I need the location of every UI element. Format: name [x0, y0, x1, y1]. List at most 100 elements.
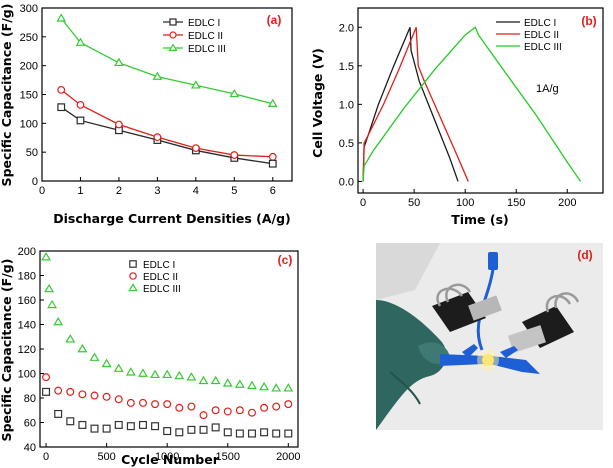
legend-label: EDLC III	[524, 42, 562, 53]
data-point	[272, 429, 281, 438]
panel-a-plot-frame	[41, 7, 293, 182]
x-tick-label: 4	[193, 185, 199, 197]
photo-shadow	[376, 243, 440, 300]
y-tick-label: 140	[18, 320, 36, 332]
data-point	[114, 57, 124, 67]
x-tick-label: 1	[77, 185, 83, 197]
panel-c-series	[41, 252, 294, 438]
data-point	[138, 420, 147, 429]
series-line	[60, 17, 273, 105]
data-point	[78, 390, 87, 399]
panel-a-capacitance-vs-current: 0 1 2 3 4 5 6 0 50 100 150 200 250 300 Discharge Curr…	[0, 3, 293, 226]
x-tick-label: 100	[456, 197, 474, 209]
data-point	[272, 402, 281, 411]
data-point	[89, 352, 100, 361]
panel-c-label: (c)	[278, 253, 293, 267]
data-point	[114, 395, 123, 404]
x-tick-label: 1500	[216, 451, 240, 463]
y-tick-label: 100	[20, 118, 38, 130]
data-point	[247, 380, 257, 390]
series-line	[362, 27, 469, 182]
y-tick-label: 1.0	[339, 99, 354, 111]
y-tick-label: 80	[24, 393, 36, 405]
data-point	[223, 428, 232, 437]
data-point	[47, 299, 58, 309]
data-point	[90, 424, 99, 433]
legend-marker	[128, 283, 138, 292]
legend-label: EDLC I	[524, 18, 556, 29]
panel-a-legend: EDLC I EDLC II EDLC III	[163, 18, 226, 55]
data-point	[65, 334, 76, 343]
x-tick-label: 6	[270, 185, 276, 197]
data-point	[152, 71, 163, 80]
data-point	[54, 386, 63, 395]
data-point	[271, 383, 282, 392]
binder-clip-left	[432, 283, 502, 332]
data-point	[259, 381, 270, 391]
data-point	[174, 370, 185, 380]
legend-label: EDLC II	[524, 30, 559, 41]
data-point	[187, 402, 196, 411]
panel-d-photo: (d)	[376, 243, 603, 430]
legend-marker	[169, 31, 177, 39]
data-point	[247, 429, 256, 438]
data-point	[54, 409, 63, 418]
data-point	[191, 144, 200, 153]
data-point	[76, 100, 85, 109]
data-point	[222, 378, 233, 387]
alligator-clamp-left	[440, 344, 486, 366]
gloved-hand	[376, 300, 450, 430]
y-tick-label: 200	[18, 246, 36, 258]
y-tick-label: 300	[20, 3, 38, 15]
data-point	[153, 133, 162, 142]
binder-clip-right	[508, 292, 580, 353]
data-point	[260, 403, 269, 412]
data-point	[162, 369, 173, 379]
legend-marker	[169, 18, 177, 26]
data-point	[247, 408, 256, 417]
data-point	[115, 120, 123, 129]
y-tick-label: 40	[24, 442, 36, 454]
panel-a-x-axis-label: Discharge Current Densities (A/g)	[53, 211, 291, 226]
x-tick-label: 3	[154, 185, 160, 197]
data-point	[175, 428, 184, 437]
data-point	[150, 369, 161, 379]
y-tick-label: 0.0	[339, 176, 354, 188]
legend-label: EDLC III	[143, 284, 181, 295]
legend-label: EDLC III	[188, 44, 226, 55]
data-point	[199, 411, 208, 420]
panel-a-axis-ticks: 0 1 2 3 4 5 6 0 50 100 150 200 250 300	[20, 3, 276, 197]
series-line	[362, 26, 582, 182]
data-point	[53, 316, 64, 326]
data-point	[211, 423, 220, 432]
x-tick-label: 500	[97, 451, 115, 463]
y-tick-label: 0.5	[339, 138, 354, 150]
data-point	[223, 407, 232, 416]
data-point	[190, 80, 201, 89]
y-tick-label: 60	[24, 418, 36, 430]
panel-b-label: (b)	[581, 14, 596, 28]
legend-label: EDLC II	[188, 31, 223, 42]
data-point	[77, 343, 88, 353]
panel-b-charge-discharge: 0 50 100 150 200 0.0 0.5 1.0 1.5 2.0 Time (s) Cel…	[310, 7, 604, 227]
data-point	[230, 151, 239, 159]
legend-marker	[168, 43, 178, 52]
y-tick-label: 120	[18, 344, 36, 356]
x-tick-label: 0	[43, 451, 49, 463]
data-point	[229, 88, 240, 98]
data-point	[199, 425, 208, 434]
panel-c-y-axis-label: Specific Capacitance (F/g)	[0, 259, 14, 442]
data-point	[210, 375, 221, 385]
panel-c-axis-ticks: 0 500 1000 1500 2000 40 60 80 100 120 140 160 180 200	[18, 246, 301, 463]
y-tick-label: 0	[32, 176, 38, 188]
y-tick-label: 180	[18, 271, 36, 283]
y-tick-label: 2.0	[339, 22, 354, 34]
panel-d-label: (d)	[577, 248, 592, 262]
series-line	[362, 27, 459, 182]
data-point	[138, 398, 147, 407]
data-point	[113, 363, 124, 372]
legend-label: EDLC II	[143, 272, 178, 283]
data-point	[283, 383, 294, 392]
